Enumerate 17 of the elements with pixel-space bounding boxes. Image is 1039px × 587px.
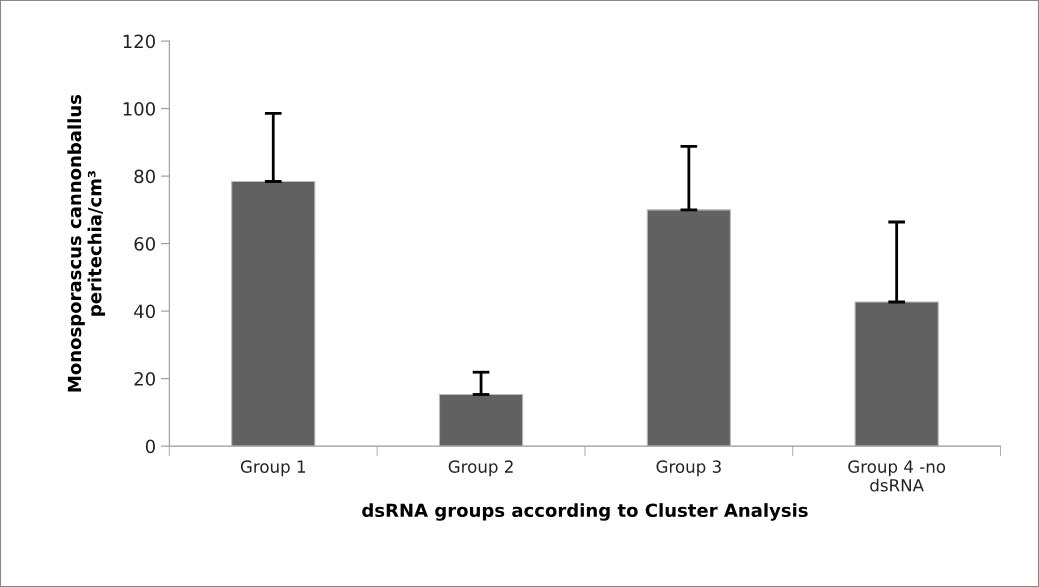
- y-tick-label: 60: [134, 237, 155, 251]
- x-axis-title: dsRNA groups according to Cluster Analysis: [362, 503, 808, 521]
- bar: [231, 180, 316, 447]
- bar: [646, 209, 731, 447]
- y-tick-label: 100: [123, 102, 155, 116]
- bar: [438, 393, 524, 447]
- y-tick-label: 0: [145, 439, 155, 454]
- y-axis-title: Monosporascus cannonballus peritechia/cm³: [67, 94, 106, 392]
- x-tick-label: Group 1: [240, 460, 306, 477]
- y-tick-label: 120: [123, 34, 155, 49]
- x-tick-label: Group 3: [656, 460, 721, 477]
- x-tick-label: Group 2: [448, 460, 513, 477]
- x-tick-label: Group 4 -no dsRNA: [848, 460, 946, 492]
- y-tick-label: 40: [134, 304, 155, 319]
- y-tick-label: 80: [134, 169, 155, 184]
- bar: [854, 301, 939, 447]
- y-tick-label: 20: [134, 372, 155, 386]
